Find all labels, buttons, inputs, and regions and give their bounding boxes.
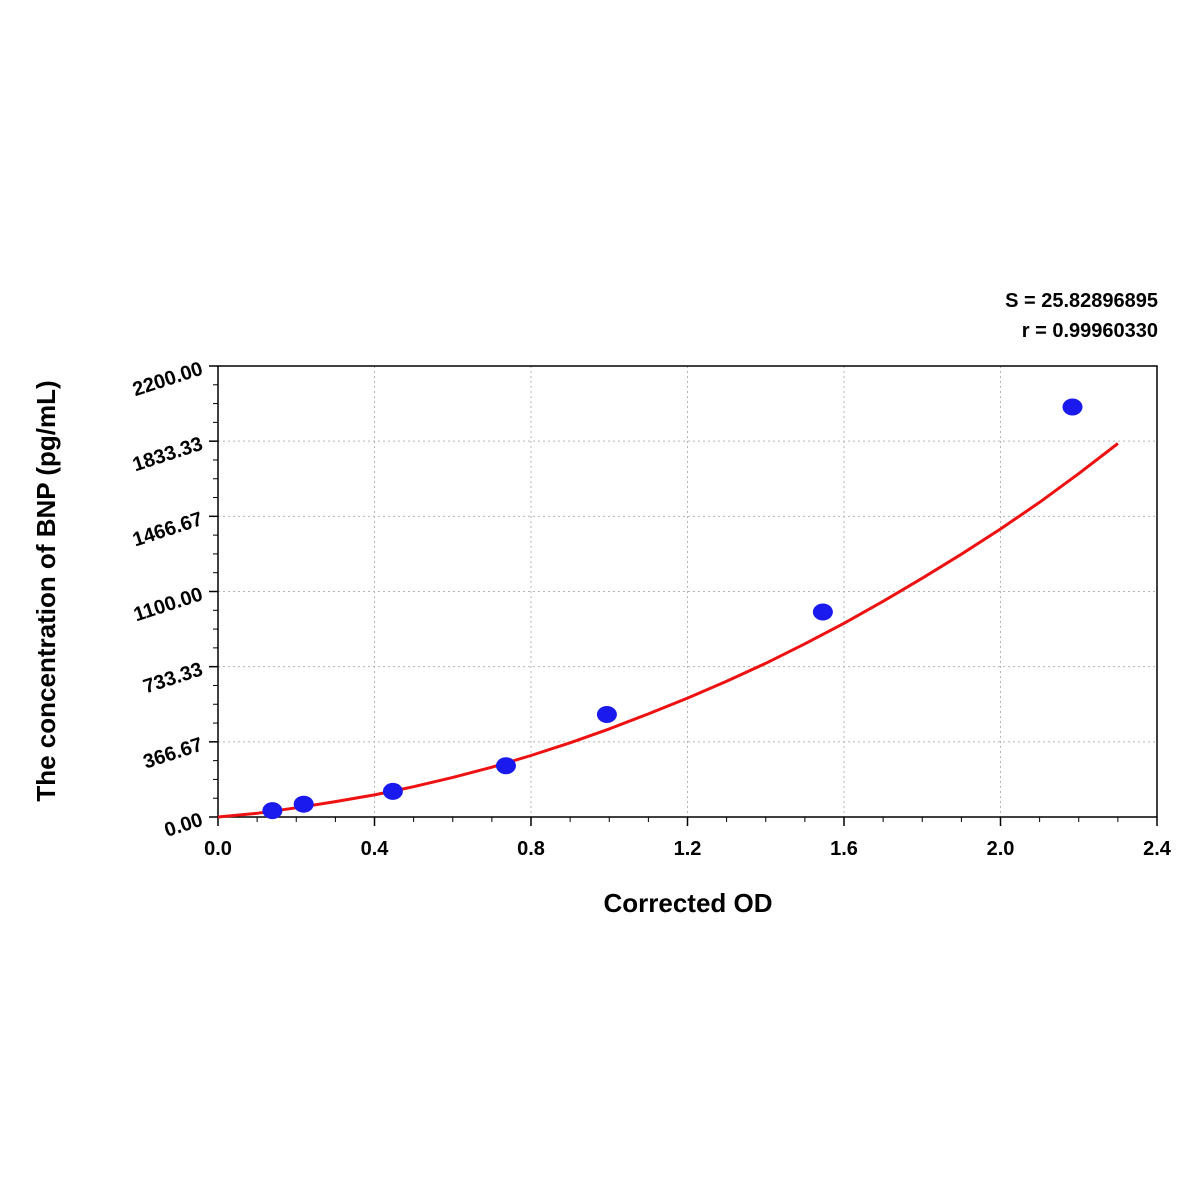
x-tick-label: 0.0	[204, 838, 232, 860]
data-point	[1062, 398, 1083, 416]
r-value-text: r = 0.99960330	[1022, 320, 1158, 342]
data-point	[812, 603, 833, 621]
x-tick-label: 0.8	[517, 838, 545, 860]
x-tick-label: 1.2	[674, 838, 702, 860]
x-tick-label: 2.0	[987, 838, 1015, 860]
x-axis-title: Corrected OD	[603, 888, 772, 918]
y-tick-label: 366.67	[141, 734, 206, 774]
x-tick-label: 2.4	[1143, 838, 1172, 860]
data-point	[495, 757, 516, 775]
fit-curve	[217, 442, 1119, 819]
y-tick-label: 1466.67	[130, 508, 206, 551]
tick-labels: 0.0 0.4 0.8 1.2 1.6 2.0 2.4 0.00 366.67 733.33 110…	[130, 358, 1172, 860]
y-tick-label: 1833.33	[130, 433, 206, 476]
data-point	[596, 706, 617, 723]
x-tick-label: 0.4	[361, 838, 390, 860]
axis-ticks	[209, 365, 1158, 826]
y-tick-label: 0.00	[162, 809, 206, 842]
data-point	[293, 795, 314, 813]
y-axis-title: The concentration of BNP (pg/mL)	[31, 380, 61, 801]
y-tick-label: 733.33	[141, 658, 206, 698]
s-value-text: S = 25.82896895	[1005, 290, 1158, 312]
data-points	[262, 398, 1083, 820]
data-point	[262, 802, 283, 820]
y-tick-label: 2200.00	[130, 358, 206, 401]
y-tick-label: 1100.00	[131, 583, 206, 626]
data-point	[382, 782, 403, 800]
x-tick-label: 1.6	[830, 838, 858, 860]
fit-curve-line	[217, 442, 1119, 819]
grid-lines	[218, 366, 1157, 817]
